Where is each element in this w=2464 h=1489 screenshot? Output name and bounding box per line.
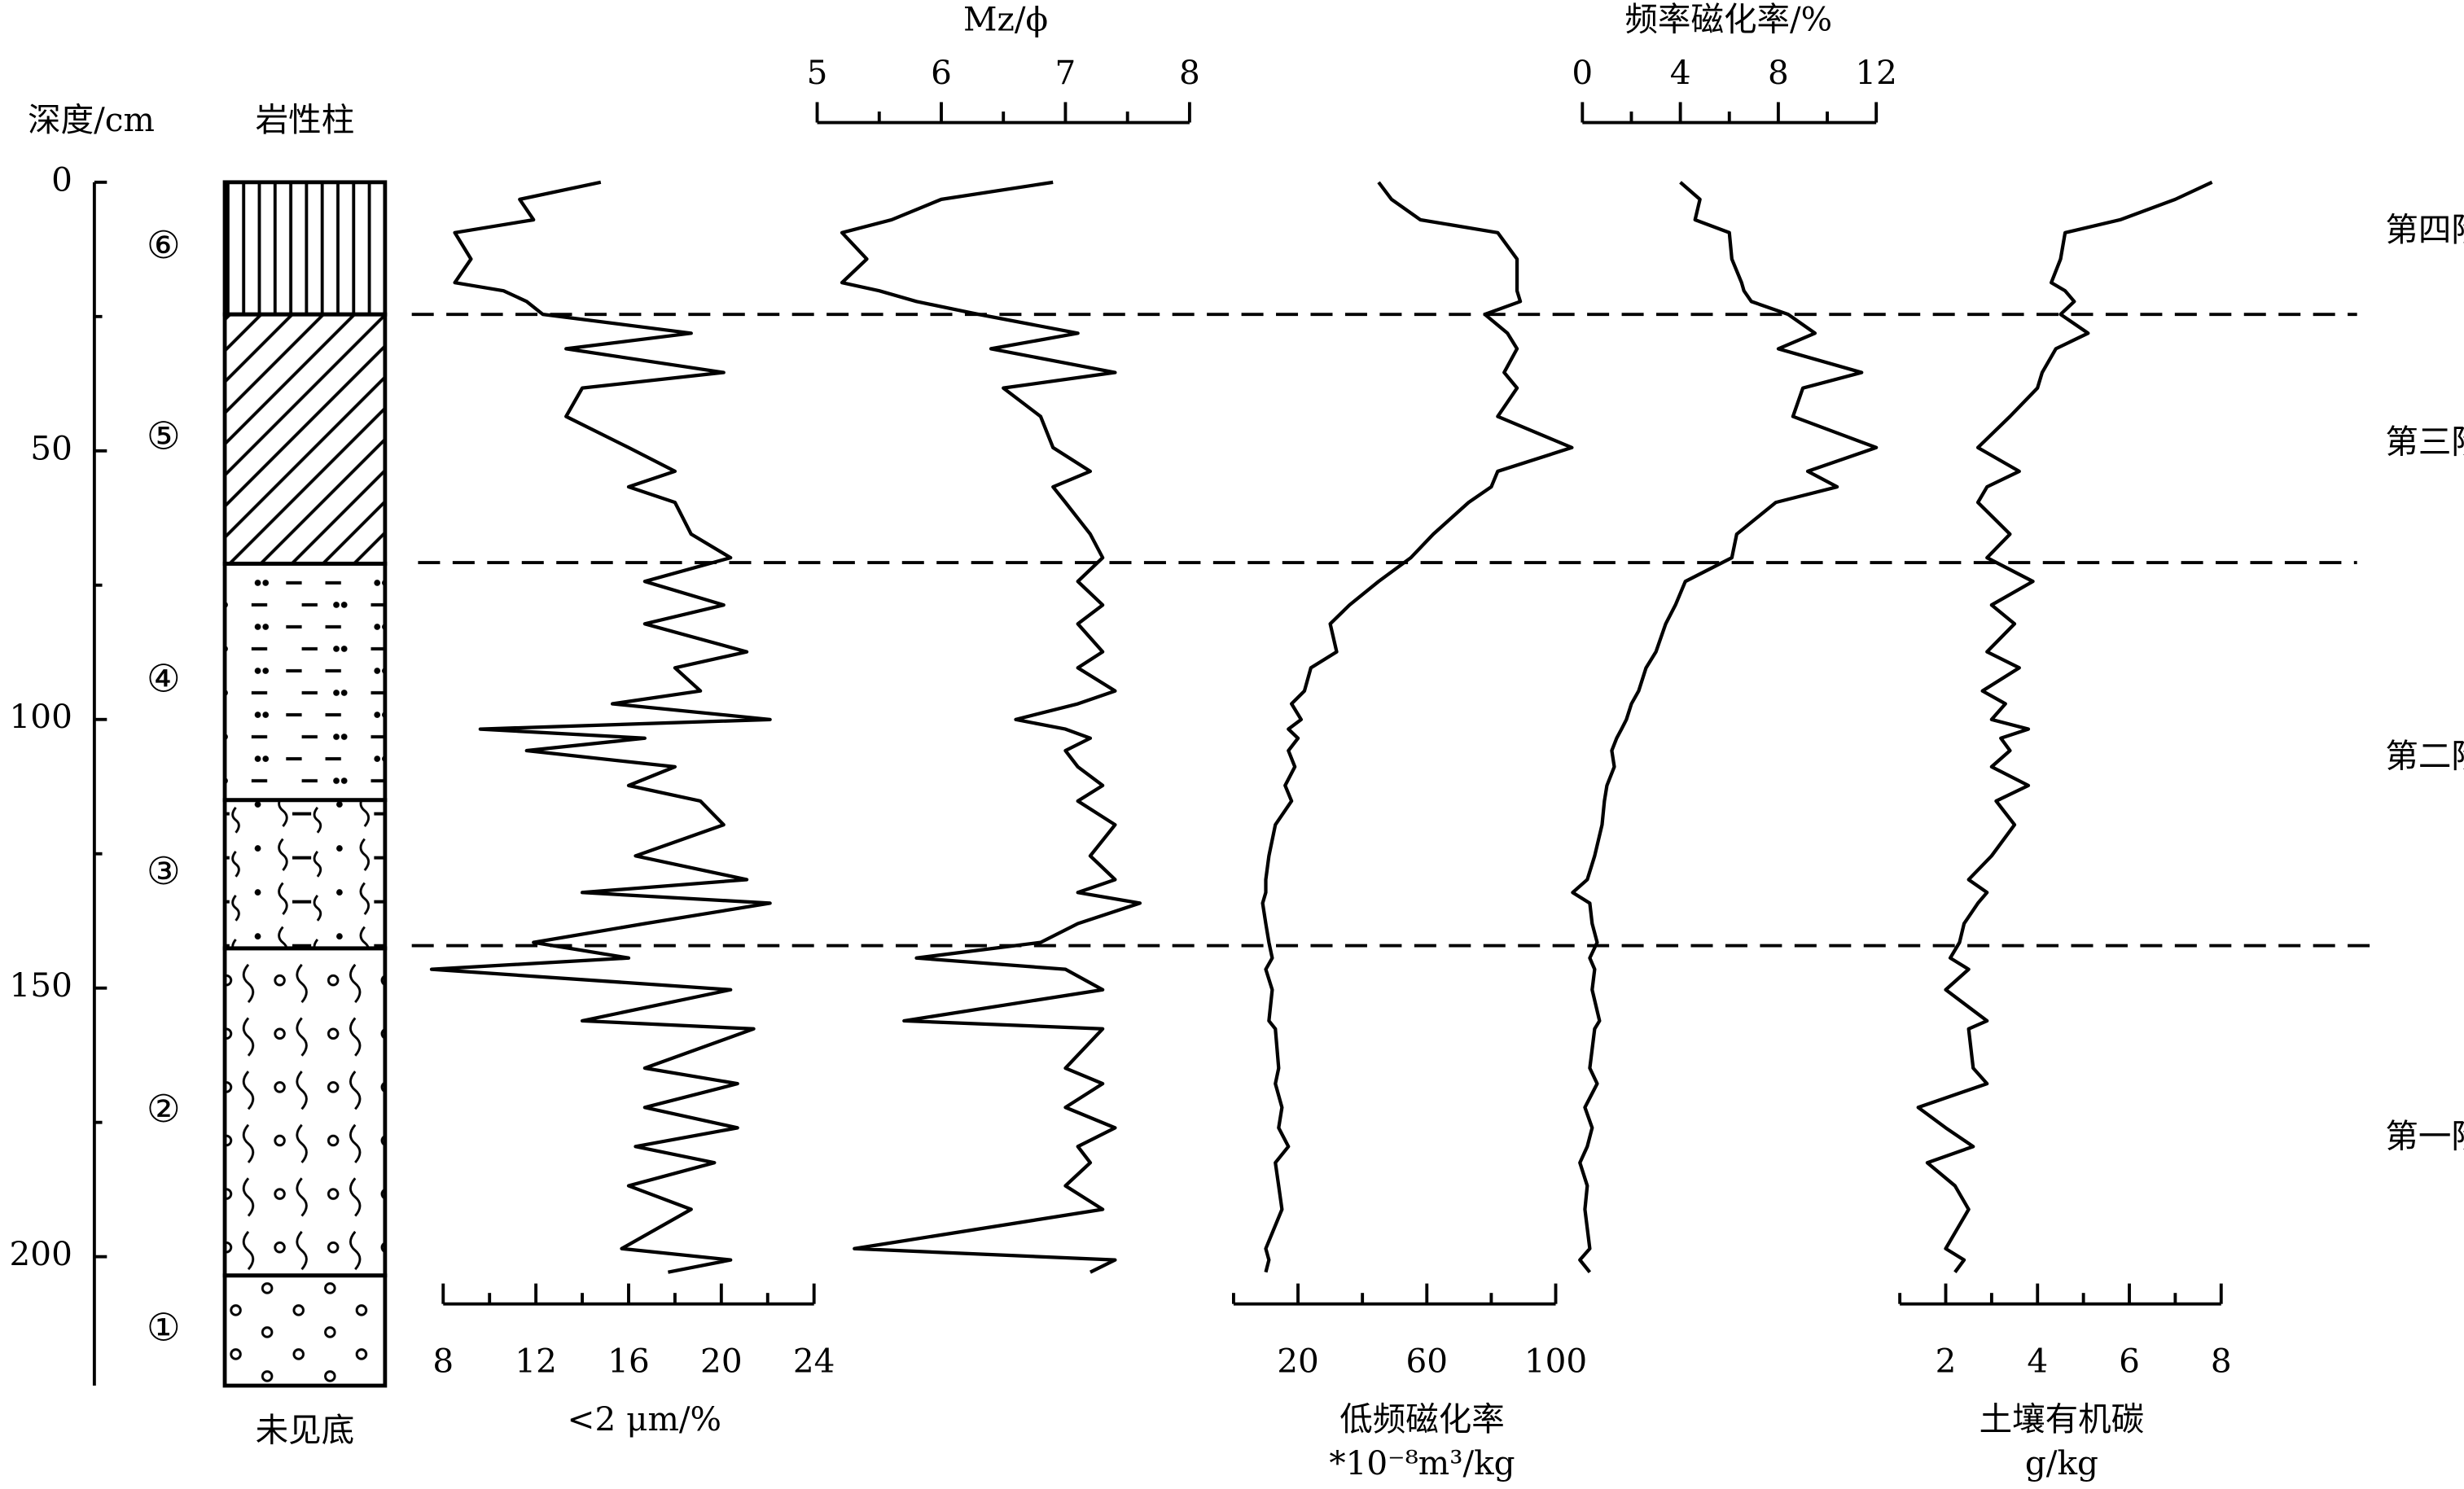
unit-label: ⑥	[147, 223, 181, 267]
lithology-unit	[222, 312, 388, 566]
x-tick-label: 20	[1277, 1342, 1319, 1381]
x-tick-label: 20	[700, 1342, 743, 1381]
x-tick-label: 6	[931, 53, 952, 92]
y-tick-label: 200	[10, 1234, 72, 1273]
stage-label: 第二阶段	[2385, 737, 2464, 776]
x-tick-label: 5	[807, 53, 828, 92]
x-tick-label: 8	[432, 1342, 454, 1381]
x-tick-label: 16	[607, 1342, 650, 1381]
lithology-unit	[222, 180, 388, 317]
lithology-unit	[222, 1273, 388, 1388]
profile-curve	[840, 180, 1142, 1274]
x-axis-unit: *10⁻⁸m³/kg	[1329, 1443, 1515, 1482]
x-tick-label: 2	[1936, 1342, 1957, 1381]
unit-label: ②	[147, 1087, 181, 1131]
x-tick-label: 4	[1670, 53, 1691, 92]
lithology-unit	[222, 561, 388, 803]
x-tick-label: 0	[1572, 53, 1593, 92]
lithology-unit	[222, 798, 388, 951]
y-tick-label: 100	[10, 697, 72, 736]
y-tick-label: 50	[30, 428, 72, 467]
x-tick-label: 6	[2119, 1342, 2140, 1381]
x-tick-label: 24	[793, 1342, 835, 1381]
x-axis-title: <2 μm/%	[568, 1399, 722, 1439]
profile-curve	[1260, 181, 1574, 1273]
x-axis-unit: g/kg	[2025, 1443, 2098, 1482]
x-tick-label: 12	[1855, 53, 1897, 92]
x-axis-title: 土壤有机碳	[1980, 1399, 2145, 1439]
x-tick-label: 12	[515, 1342, 557, 1381]
x-tick-label: 7	[1055, 53, 1076, 92]
unit-label: ③	[147, 849, 181, 893]
x-tick-label: 8	[1768, 53, 1789, 92]
unit-label: ⑤	[147, 414, 181, 458]
lithology-footer: 未见底	[256, 1410, 355, 1449]
stage-label: 第三阶段	[2385, 423, 2464, 462]
profile-curve	[1571, 181, 1879, 1274]
x-axis-title: Mz/ϕ	[963, 0, 1048, 39]
x-tick-label: 60	[1406, 1342, 1449, 1381]
y-tick-label: 0	[51, 160, 72, 199]
x-tick-label: 4	[2027, 1342, 2048, 1381]
x-axis-title: 低频磁化率	[1339, 1399, 1505, 1439]
lithology-title: 岩性柱	[256, 100, 355, 139]
x-tick-label: 8	[1179, 53, 1200, 92]
x-tick-label: 8	[2211, 1342, 2232, 1381]
profile-curve	[1916, 180, 2213, 1273]
stage-label: 第四阶段	[2385, 210, 2464, 249]
stage-label: 第一阶段	[2385, 1117, 2464, 1156]
unit-label: ④	[147, 657, 181, 701]
lithology-unit	[222, 946, 388, 1278]
x-tick-label: 100	[1524, 1342, 1587, 1381]
depth-axis-title: 深度/cm	[28, 100, 155, 139]
y-tick-label: 150	[10, 966, 72, 1005]
profile-curve	[429, 180, 772, 1274]
x-axis-title: 频率磁化率/%	[1624, 0, 1832, 39]
unit-label: ①	[147, 1305, 181, 1349]
